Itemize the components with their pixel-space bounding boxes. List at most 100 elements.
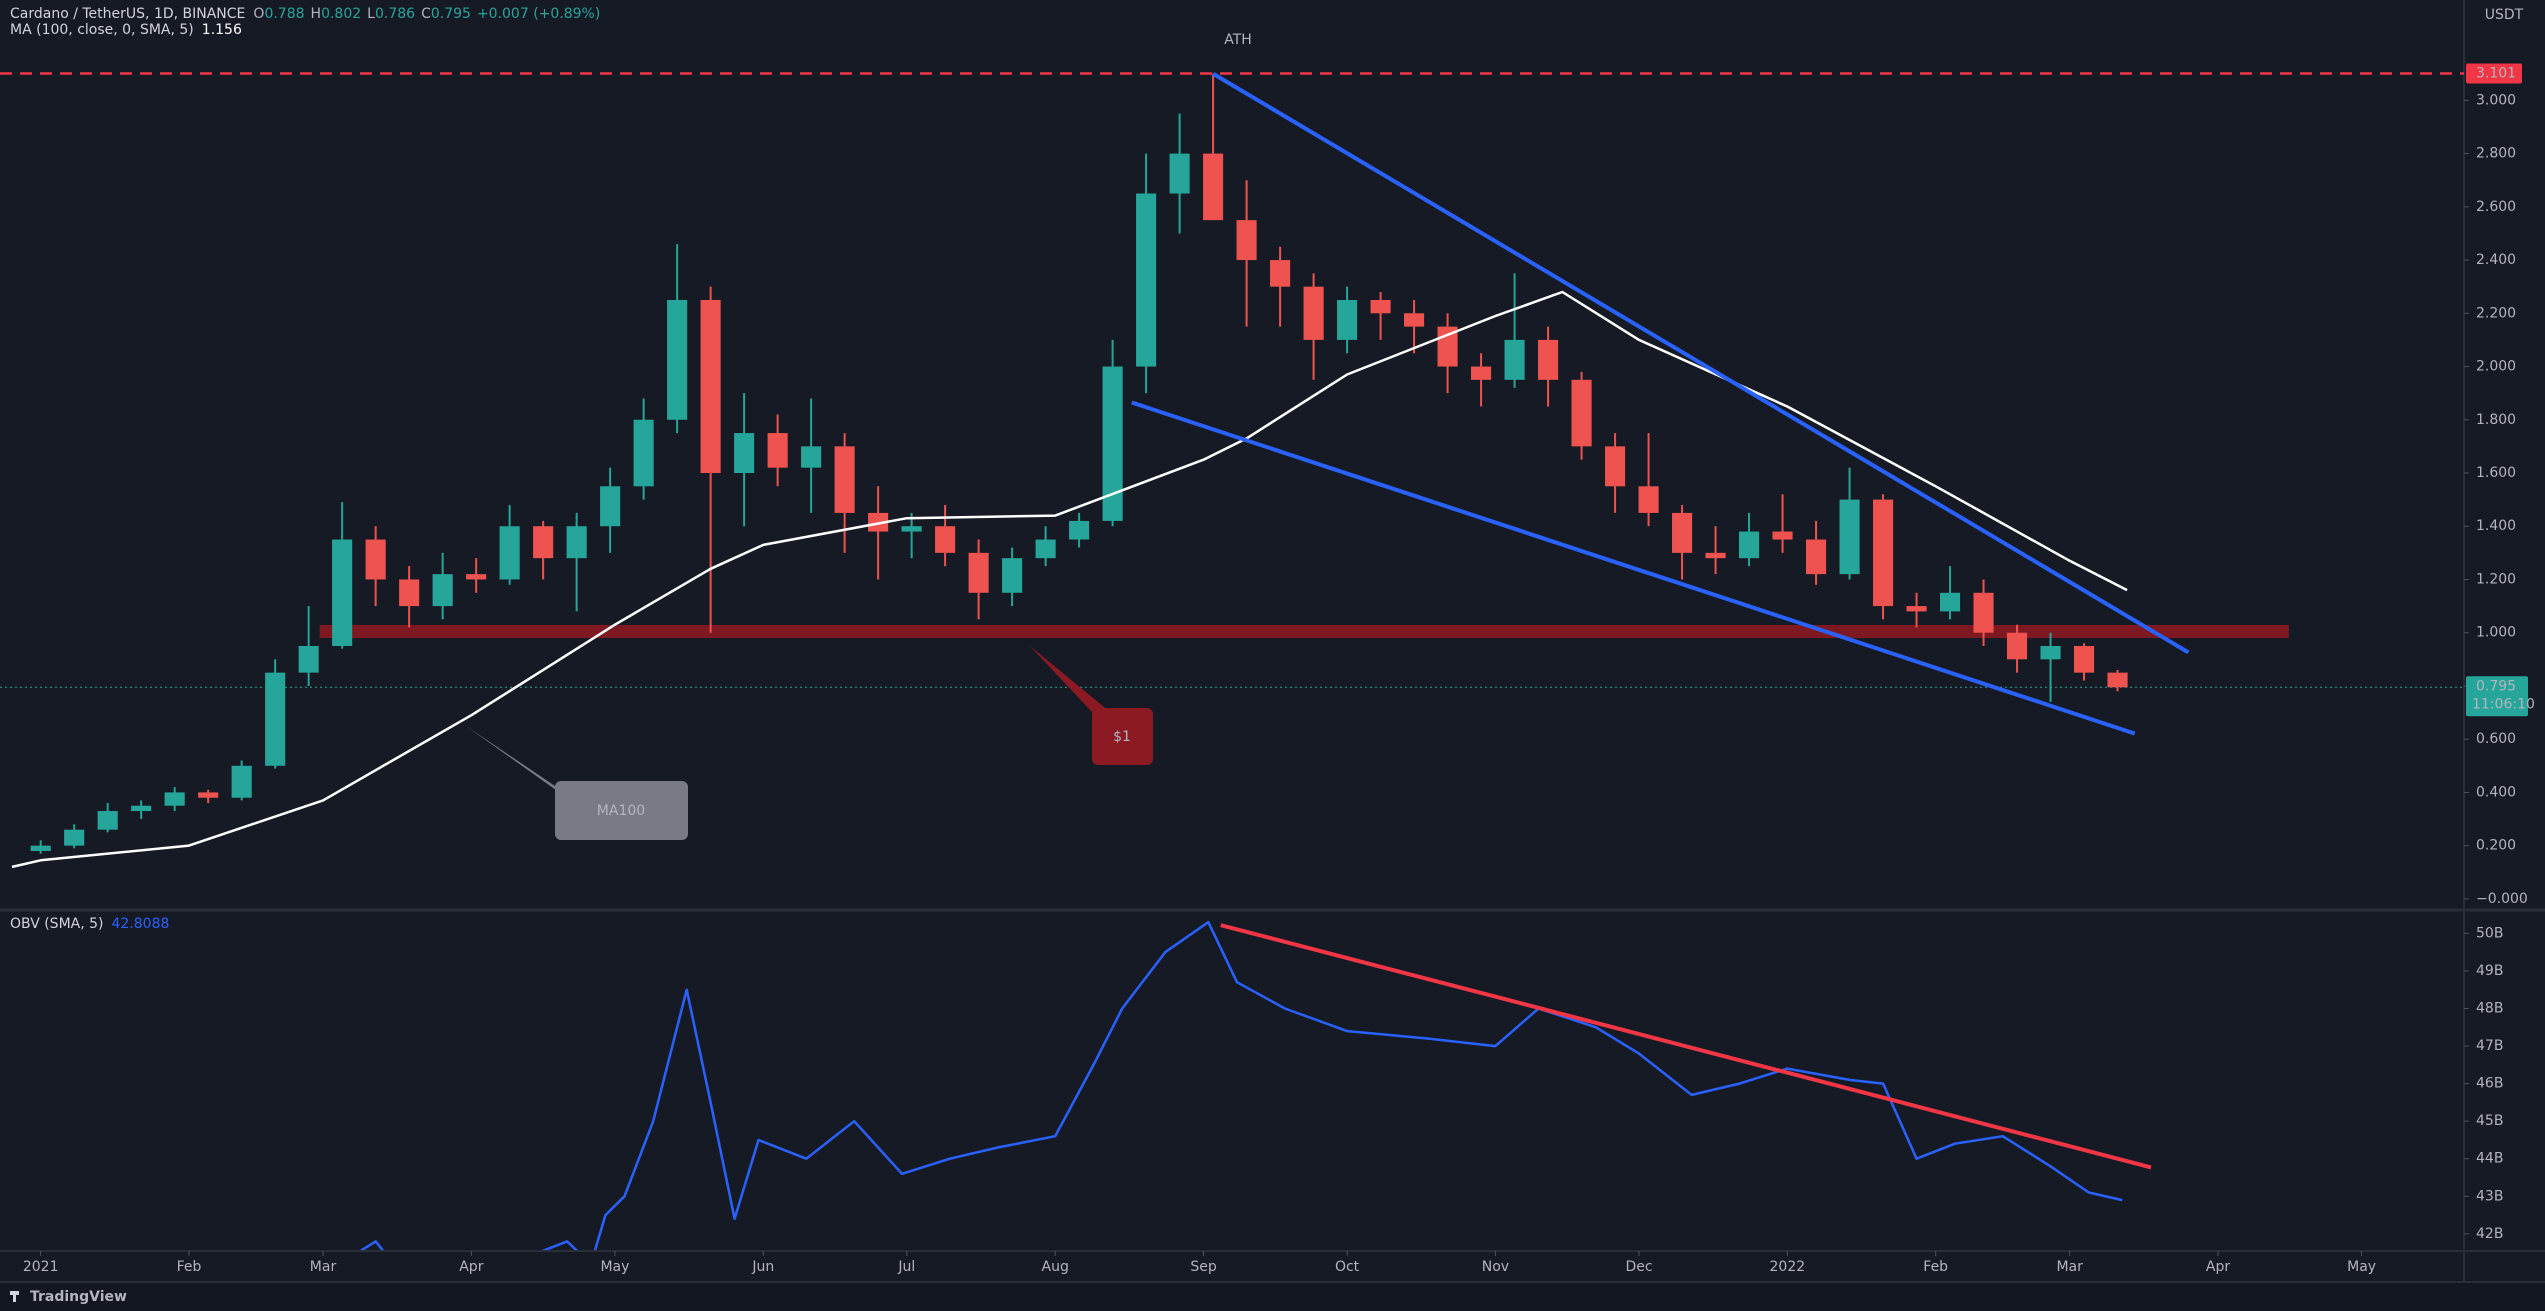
ohlc-value: 0.802	[321, 6, 361, 22]
candle-body	[1571, 379, 1592, 447]
header-line: Cardano / TetherUS, 1D, BINANCE O0.788 H0.…	[10, 6, 600, 22]
x-tick-label: Mar	[2056, 1259, 2083, 1275]
y-tick-label: 3.000	[2476, 92, 2516, 108]
candle-body	[1504, 339, 1525, 380]
y-tick-label: 2.600	[2476, 199, 2516, 215]
ohlc-label: H	[311, 6, 322, 22]
candle-body	[131, 805, 152, 812]
candle-body	[1638, 486, 1659, 513]
candle-body	[1973, 592, 1994, 633]
candle-body	[667, 299, 688, 420]
candle-body	[432, 574, 453, 607]
ohlc-value: 0.786	[375, 6, 415, 22]
candle-body	[1873, 499, 1894, 607]
symbol-title: Cardano / TetherUS, 1D, BINANCE	[10, 6, 245, 22]
y-tick-label: 0.200	[2476, 838, 2516, 854]
ma-value: 1.156	[202, 22, 242, 38]
brand: TradingView	[30, 1289, 127, 1305]
countdown: 11:06:10	[2472, 696, 2535, 712]
obv-y-tick-label: 48B	[2476, 1001, 2503, 1017]
trendline	[1131, 400, 2136, 736]
last-price-label: 0.795	[2476, 678, 2516, 694]
y-tick-label: 1.200	[2476, 571, 2516, 587]
candle-body	[1102, 366, 1123, 521]
obv-y-tick-label: 50B	[2476, 925, 2503, 941]
obv-name: OBV (SMA, 5)	[10, 916, 104, 932]
candle-body	[2040, 646, 2061, 660]
y-tick-label: 0.600	[2476, 731, 2516, 747]
y-tick-label: 1.000	[2476, 625, 2516, 641]
candle-body	[1035, 539, 1056, 559]
x-tick-label: Feb	[177, 1259, 202, 1275]
y-tick-label: 2.000	[2476, 359, 2516, 375]
candle-body	[834, 446, 855, 513]
candle-body	[1939, 592, 1961, 612]
candle-body	[968, 552, 989, 593]
candle-body	[1471, 366, 1492, 380]
candle-body	[935, 526, 956, 553]
overlay: Cardano / TetherUS, 1D, BINANCE O0.788 H0.…	[10, 6, 2535, 1275]
x-tick-label: Feb	[1923, 1259, 1948, 1275]
candle-body	[265, 672, 286, 766]
obv-y-tick-label: 49B	[2476, 963, 2503, 979]
y-tick-label: 1.400	[2476, 518, 2516, 534]
x-tick-label: 2021	[23, 1259, 59, 1275]
candle-body	[1203, 153, 1224, 221]
candle-body	[767, 433, 788, 468]
x-tick-label: May	[2347, 1259, 2376, 1275]
y-tick-label: 1.600	[2476, 465, 2516, 481]
obv-y-tick-label: 46B	[2476, 1076, 2503, 1092]
candle-body	[1404, 313, 1425, 327]
candle-body	[1069, 520, 1090, 540]
candle-body	[1839, 499, 1860, 575]
candle-body	[1705, 552, 1726, 559]
ath-annotation: ATH	[1224, 32, 1252, 48]
candle-body	[1538, 339, 1559, 380]
obv-value: 42.8088	[112, 916, 170, 932]
candle-body	[1002, 558, 1023, 593]
candle-body	[332, 539, 353, 647]
ohlc-label: C	[421, 6, 431, 22]
candle-body	[1169, 153, 1190, 194]
ohlc-value: 0.795	[431, 6, 471, 22]
ohlc-value: 0.788	[264, 6, 304, 22]
candle-body	[1906, 606, 1927, 612]
candle-body	[466, 574, 487, 580]
ma-name: MA (100, close, 0, SMA, 5)	[10, 22, 194, 38]
candle-body	[1270, 260, 1291, 287]
dollar-annotation: $1	[1113, 729, 1131, 745]
x-tick-label: May	[600, 1259, 629, 1275]
candle-body	[600, 486, 621, 527]
currency: USDT	[2485, 7, 2524, 23]
ma-annotation: MA100	[597, 803, 645, 819]
candle-body	[566, 526, 587, 559]
x-tick-label: Apr	[459, 1259, 483, 1275]
candle-body	[231, 765, 252, 798]
ma-callout	[555, 781, 688, 840]
obv-line	[359, 920, 2123, 1250]
trendline	[1212, 72, 2190, 655]
y-tick-label: 2.800	[2476, 146, 2516, 162]
y-tick-label: 2.200	[2476, 305, 2516, 321]
candle-body	[1672, 512, 1693, 553]
y-tick-label: −0.000	[2476, 891, 2528, 907]
ma-callout-pointer	[466, 726, 570, 800]
x-tick-label: Aug	[1042, 1259, 1069, 1275]
ma-legend: MA (100, close, 0, SMA, 5) 1.156	[10, 22, 242, 38]
dollar-callout-pointer	[1030, 646, 1110, 712]
candle-body	[399, 579, 420, 607]
candle-body	[633, 419, 654, 487]
dollar-callout	[1092, 708, 1153, 765]
candle-body	[868, 512, 889, 532]
x-tick-label: Mar	[310, 1259, 337, 1275]
obv-y-tick-label: 43B	[2476, 1188, 2503, 1204]
ath-price-label: 3.101	[2476, 65, 2516, 81]
candle-body	[901, 526, 922, 532]
candle-body	[164, 792, 185, 806]
support-zone	[319, 624, 2289, 639]
candle-body	[1337, 299, 1358, 340]
x-tick-label: Dec	[1625, 1259, 1652, 1275]
x-tick-label: Jul	[897, 1259, 915, 1275]
candle-body	[1605, 446, 1626, 487]
